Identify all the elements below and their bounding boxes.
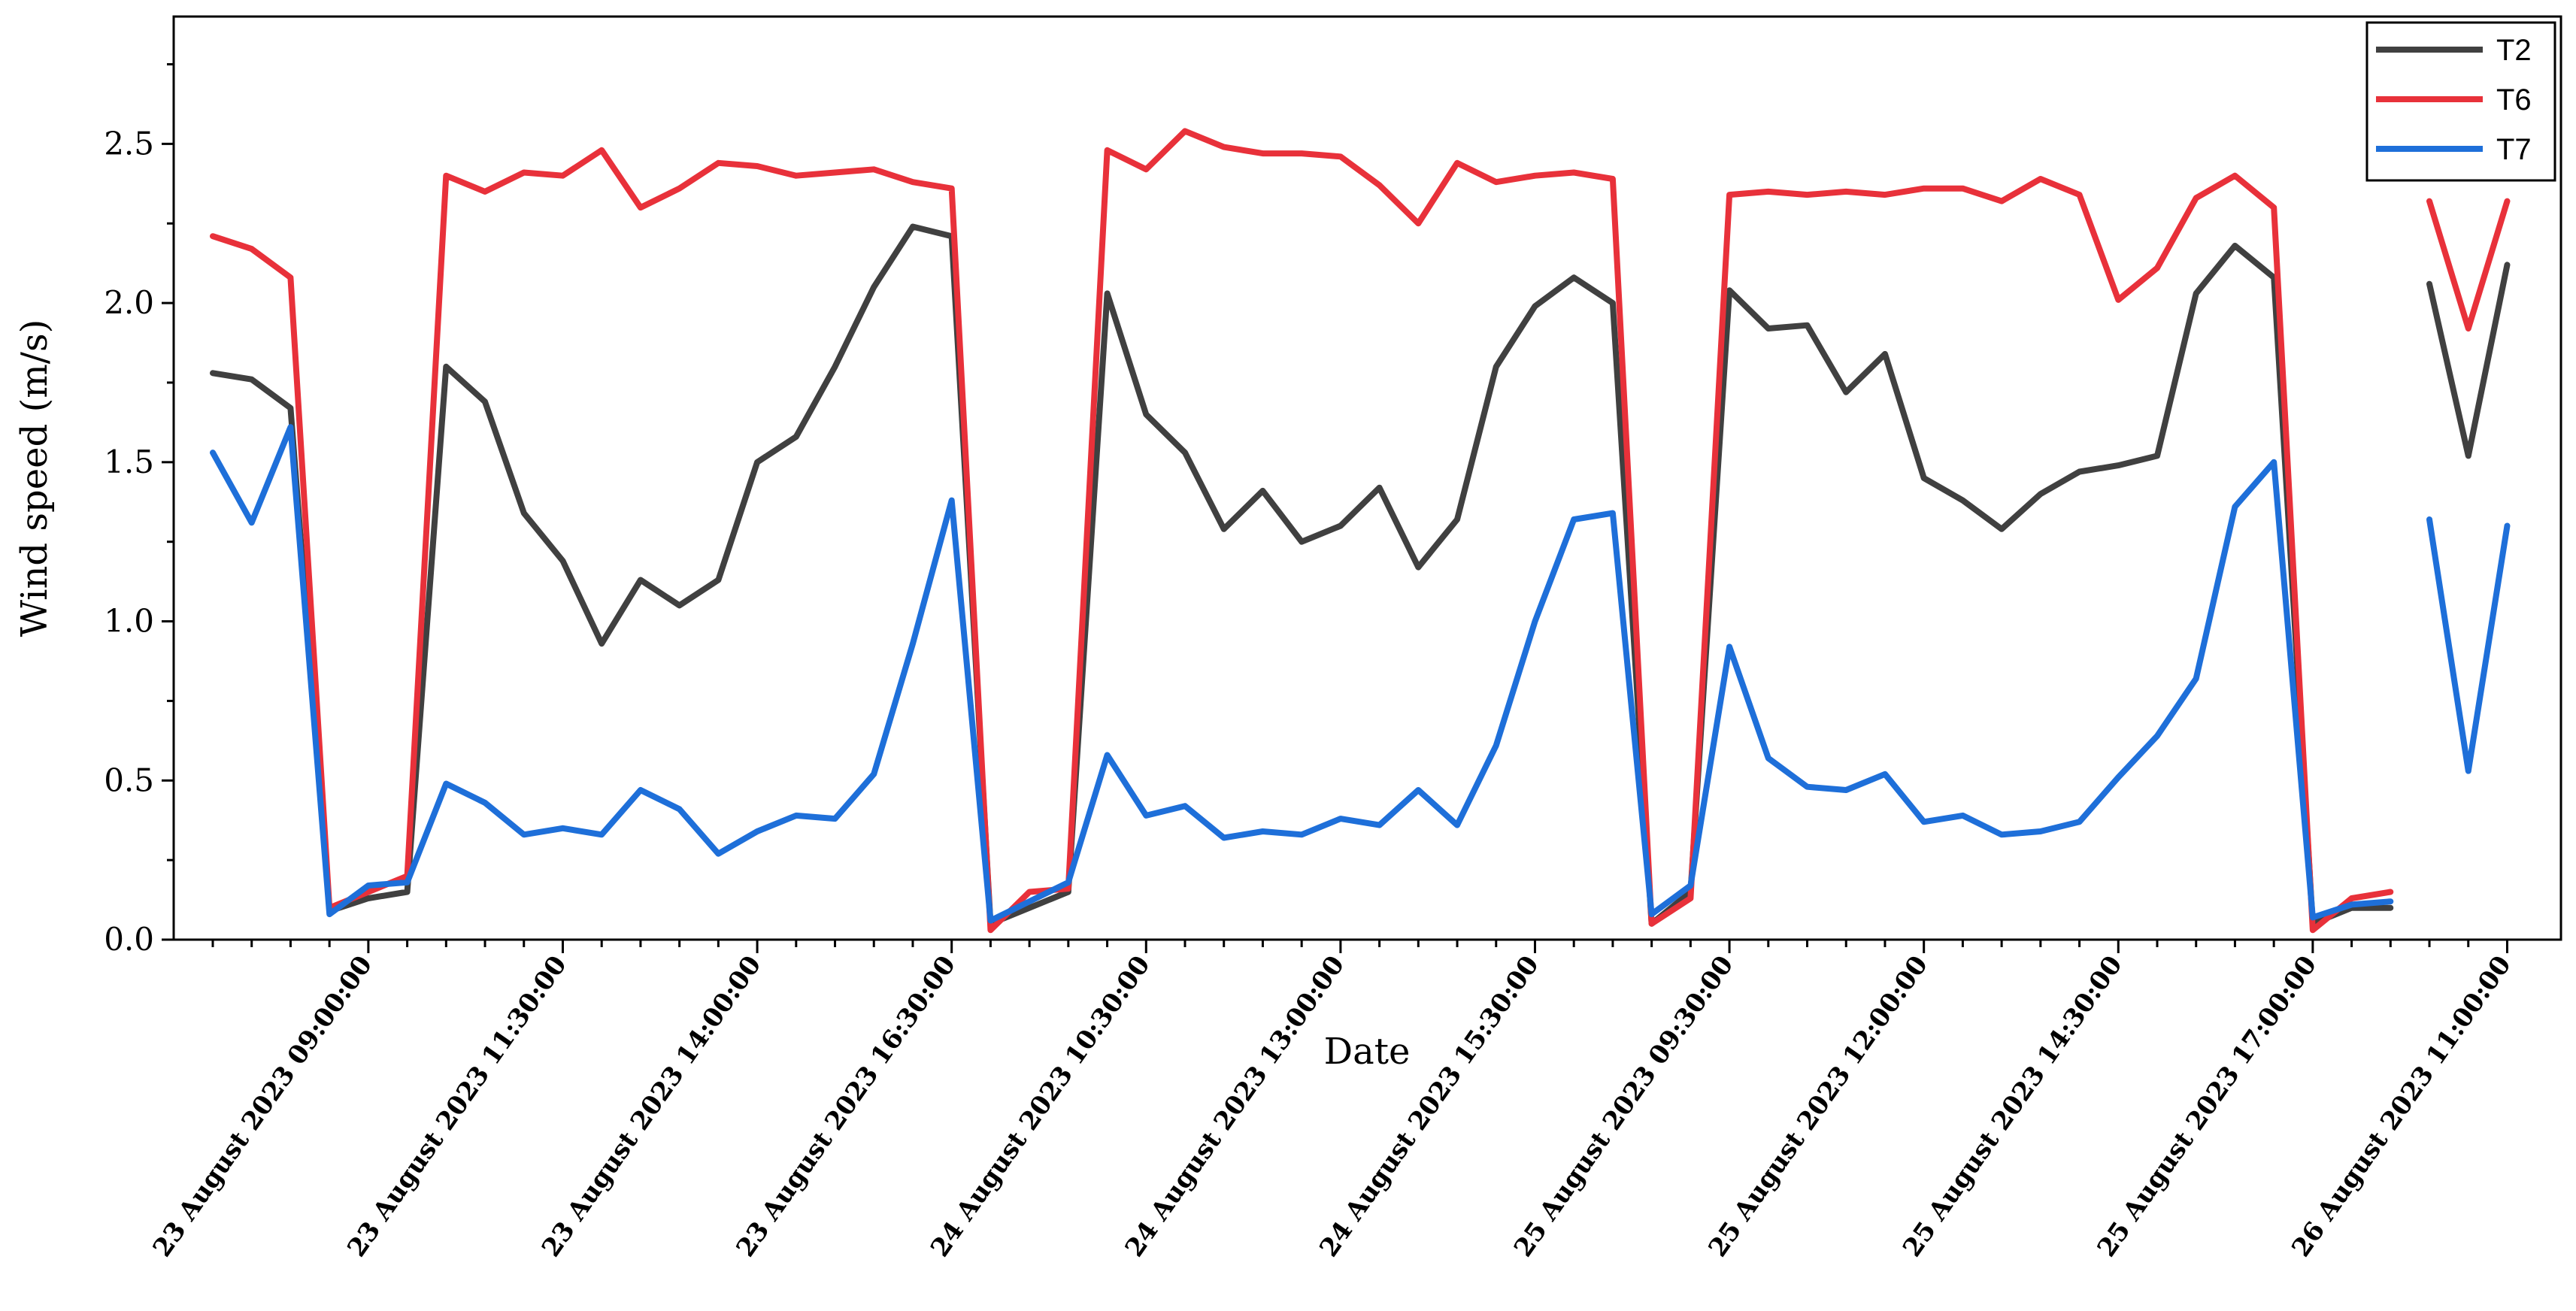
y-tick-label: 2.5 (104, 125, 154, 162)
x-tick-label: 25 August 2023 12:00:00 (1703, 950, 1934, 1262)
y-axis-title: Wind speed (m/s) (14, 319, 56, 637)
x-tick-label: 23 August 2023 16:30:00 (731, 950, 962, 1262)
series-line-t7 (210, 424, 2511, 924)
series-layer (210, 128, 2511, 934)
legend-label-t6: T6 (2496, 83, 2532, 117)
x-tick-label: 23 August 2023 14:00:00 (536, 950, 767, 1262)
x-axis-title: Date (1324, 1031, 1411, 1073)
y-tick-label: 2.0 (104, 284, 154, 321)
y-tick-label: 1.5 (104, 444, 154, 480)
legend-label-t2: T2 (2496, 34, 2532, 67)
legend[interactable]: T2 T6 T7 (2365, 21, 2556, 182)
x-tick-label: 24 August 2023 15:30:00 (1314, 950, 1544, 1262)
x-tick-label: 24 August 2023 13:00:00 (1120, 950, 1350, 1262)
y-axis: 0.0 0.5 1.0 1.5 2.0 2.5 (104, 63, 174, 958)
series-line-t6 (210, 128, 2511, 934)
x-tick-label: 25 August 2023 14:30:00 (1897, 950, 2128, 1262)
y-tick-label: 0.0 (104, 921, 154, 958)
x-tick-label: 25 August 2023 17:00:00 (2092, 950, 2323, 1262)
series-line-t2 (210, 223, 2511, 927)
y-tick-label: 0.5 (104, 761, 154, 798)
legend-label-t7: T7 (2496, 133, 2532, 166)
x-tick-label: 25 August 2023 09:30:00 (1508, 950, 1739, 1262)
x-tick-label: 26 August 2023 11:00:00 (2286, 950, 2517, 1262)
x-tick-label: 23 August 2023 11:30:00 (341, 950, 572, 1262)
plot-frame (172, 15, 2562, 941)
x-tick-label: 24 August 2023 10:30:00 (925, 950, 1156, 1262)
x-tick-label: 23 August 2023 09:00:00 (147, 950, 378, 1262)
y-tick-label: 1.0 (104, 603, 154, 640)
